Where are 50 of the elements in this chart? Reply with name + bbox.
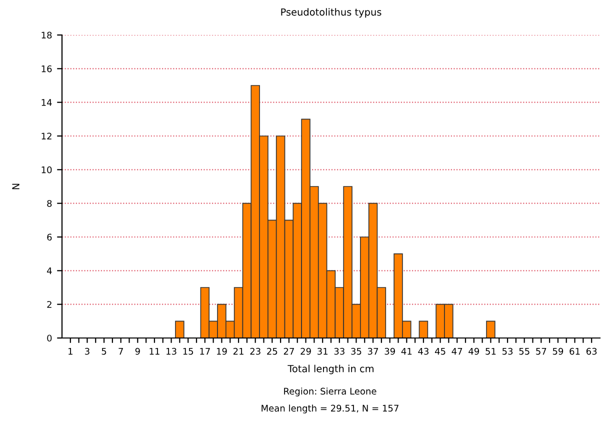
x-tick-label: 23 (250, 348, 260, 355)
x-tick-label: 19 (216, 348, 227, 355)
y-tick-label: 18 (42, 32, 52, 39)
chart-title: Pseudotolithus typus (281, 8, 382, 18)
y-tick-label: 4 (46, 268, 52, 274)
x-tick-label: 33 (334, 348, 344, 355)
x-tick-label: 63 (586, 348, 597, 355)
x-axis-title: Total length in cm (288, 364, 374, 374)
x-tick-label: 41 (401, 348, 412, 355)
x-tick-label: 57 (536, 348, 546, 355)
y-tick-label: 14 (42, 99, 52, 106)
x-tick-label: 35 (351, 348, 362, 355)
y-tick-label: 10 (42, 166, 52, 174)
y-tick-label: 16 (42, 65, 52, 72)
x-tick-label: 29 (300, 348, 311, 355)
bar (486, 320, 496, 338)
y-tick-label: 2 (47, 301, 52, 308)
x-tick-label: 3 (85, 348, 90, 355)
y-tick-label: 6 (47, 234, 52, 241)
x-tick-label: 13 (166, 348, 176, 355)
x-tick-label: 53 (502, 348, 513, 355)
x-tick-label: 17 (200, 348, 210, 355)
x-tick-label: 51 (486, 348, 496, 355)
y-tick-label: 12 (42, 132, 52, 140)
x-tick-label: 25 (267, 348, 278, 355)
x-tick-label: 7 (118, 348, 123, 355)
x-tick-label: 43 (418, 348, 428, 355)
text: Region: Sierra Leone (284, 388, 376, 396)
x-tick-label: 45 (434, 348, 446, 355)
bar (418, 320, 428, 338)
x-tick-label: 11 (150, 348, 160, 355)
x-tick-label: 27 (284, 348, 294, 355)
x-tick-label: 55 (519, 348, 530, 355)
x-tick-label: 49 (468, 348, 480, 355)
y-tick-label: 8 (47, 200, 52, 207)
x-tick-label: 39 (384, 348, 395, 355)
x-tick-label: 59 (552, 348, 564, 355)
x-tick-label: 37 (368, 348, 378, 355)
x-tick-label: 31 (318, 348, 328, 355)
x-tick-label: 1 (68, 348, 72, 355)
x-tick-label: 21 (233, 348, 244, 355)
x-tick-label: 15 (183, 348, 194, 355)
x-tick-label: 61 (570, 348, 580, 355)
x-tick-label: 5 (102, 348, 106, 355)
y-tick-label: 0 (47, 334, 52, 342)
bar (175, 320, 184, 338)
text: Mean length = 29.51, N = 157 (262, 404, 398, 414)
x-tick-label: 9 (135, 348, 140, 355)
y-axis-title: N (12, 184, 20, 190)
x-tick-label: 47 (452, 348, 462, 355)
